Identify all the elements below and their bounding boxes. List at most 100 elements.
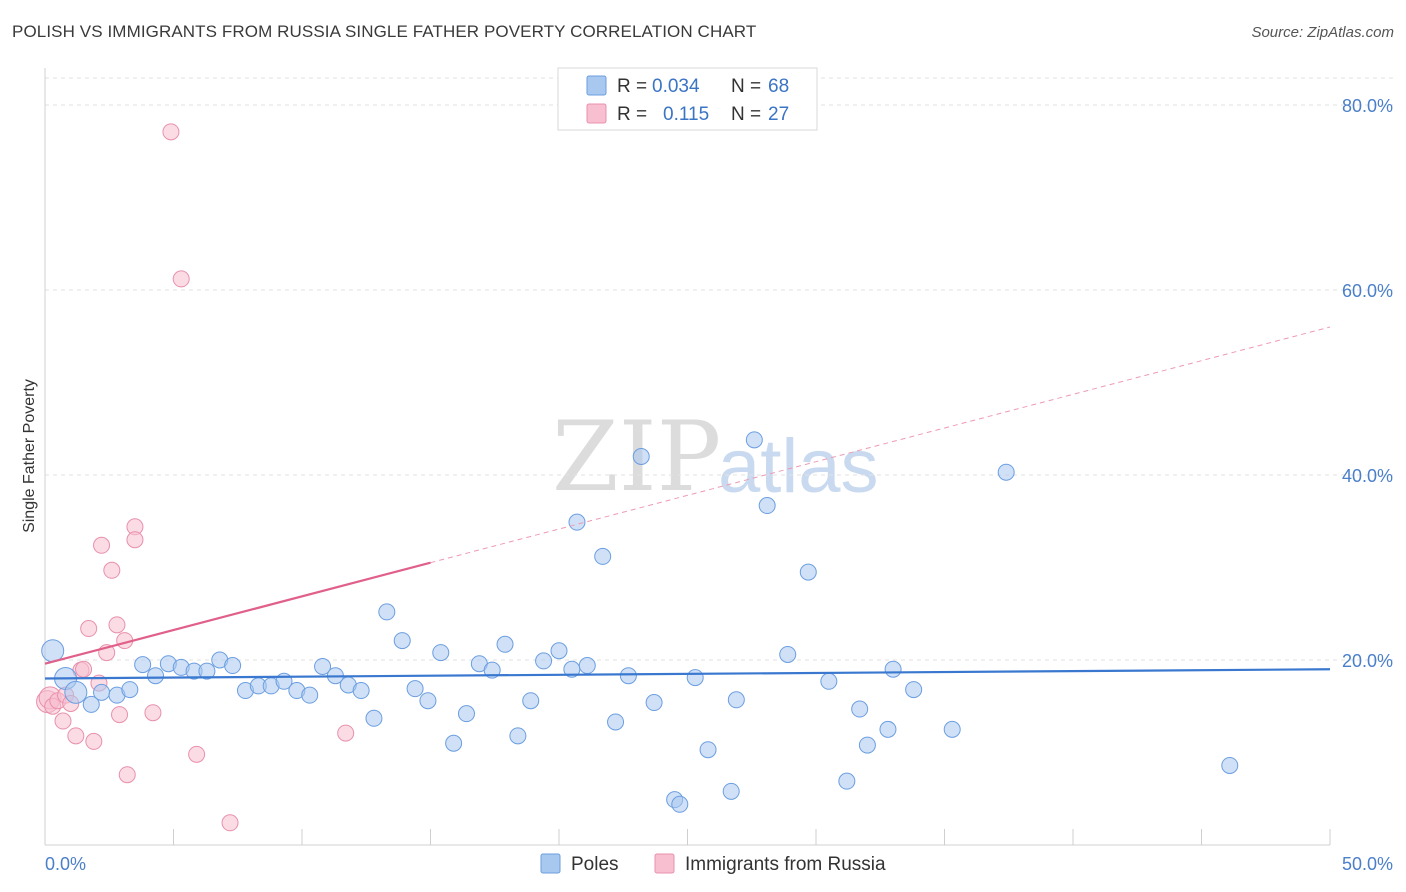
data-point-poles xyxy=(41,639,65,663)
trend-line-russia-dashed xyxy=(430,326,1331,564)
legend-n-label-russia: N = xyxy=(731,104,761,125)
data-point-poles xyxy=(799,563,817,581)
y-tick-label-60: 60.0% xyxy=(1342,281,1393,301)
data-point-poles xyxy=(594,547,612,565)
data-point-poles xyxy=(301,686,319,704)
data-point-russia xyxy=(103,561,121,579)
x-tick-label-max: 50.0% xyxy=(1342,854,1393,874)
data-point-poles xyxy=(858,736,876,754)
legend-box: R = 0.034 N = 68 R = 0.115 N = 27 xyxy=(557,67,818,131)
data-point-poles xyxy=(820,672,838,690)
data-point-russia xyxy=(221,814,239,832)
data-point-poles xyxy=(997,463,1015,481)
data-point-poles xyxy=(198,662,216,680)
data-point-poles xyxy=(568,513,586,531)
data-point-russia xyxy=(111,706,129,724)
bottom-legend: Poles Immigrants from Russia xyxy=(540,853,886,875)
trend-lines xyxy=(44,326,1331,680)
data-point-poles xyxy=(224,657,242,675)
legend-r-value-poles: 0.034 xyxy=(652,76,700,97)
bottom-legend-label-russia: Immigrants from Russia xyxy=(685,854,886,875)
source-credit: Source: ZipAtlas.com xyxy=(1251,24,1394,41)
y-tick-label-40: 40.0% xyxy=(1342,466,1393,486)
data-point-poles xyxy=(838,772,856,790)
series-poles xyxy=(41,431,1239,813)
y-axis-label: Single Father Poverty xyxy=(21,379,38,533)
legend-r-label-poles: R = xyxy=(617,76,647,97)
data-point-poles xyxy=(147,667,165,685)
data-point-poles xyxy=(722,782,740,800)
data-point-poles xyxy=(64,680,88,704)
series-immigrants-from-russia xyxy=(36,123,355,832)
data-point-poles xyxy=(82,695,100,713)
data-point-poles xyxy=(457,705,475,723)
legend-swatch-russia xyxy=(586,103,607,124)
y-tick-label-80: 80.0% xyxy=(1342,96,1393,116)
data-point-poles xyxy=(496,635,514,653)
data-point-poles xyxy=(578,657,596,675)
legend-swatch-poles xyxy=(586,75,607,96)
data-point-poles xyxy=(686,669,704,687)
data-point-poles xyxy=(699,741,717,759)
legend-n-label-poles: N = xyxy=(731,76,761,97)
data-point-poles xyxy=(445,734,463,752)
data-point-poles xyxy=(905,681,923,699)
data-point-russia xyxy=(80,620,98,638)
data-point-poles xyxy=(550,642,568,660)
data-point-poles xyxy=(406,680,424,698)
bottom-legend-swatch-poles xyxy=(540,853,561,874)
data-point-poles xyxy=(419,692,437,710)
data-point-russia xyxy=(126,531,144,549)
data-point-poles xyxy=(432,644,450,662)
chart-title: POLISH VS IMMIGRANTS FROM RUSSIA SINGLE … xyxy=(12,22,757,41)
data-point-poles xyxy=(851,700,869,718)
data-point-poles xyxy=(121,681,139,699)
data-point-poles xyxy=(779,645,797,663)
trend-line-poles xyxy=(44,668,1331,680)
y-tick-labels: 20.0% 40.0% 60.0% 80.0% xyxy=(1342,96,1393,671)
data-point-poles xyxy=(758,497,776,515)
data-point-poles xyxy=(632,448,650,465)
data-point-poles xyxy=(393,632,411,650)
data-point-poles xyxy=(879,720,897,738)
data-point-russia xyxy=(337,724,355,742)
data-point-poles xyxy=(93,683,111,701)
data-point-poles xyxy=(522,692,540,710)
data-point-poles xyxy=(352,682,370,700)
data-point-russia xyxy=(75,660,93,678)
data-point-poles xyxy=(1221,756,1239,774)
x-tick-label-min: 0.0% xyxy=(45,854,86,874)
data-point-poles xyxy=(671,795,689,813)
data-point-poles xyxy=(745,431,763,449)
data-point-poles xyxy=(607,713,625,731)
data-point-poles xyxy=(619,667,637,685)
y-tick-label-20: 20.0% xyxy=(1342,651,1393,671)
legend-n-value-poles: 68 xyxy=(768,76,789,97)
data-point-russia xyxy=(172,270,190,288)
x-ticks xyxy=(173,829,1331,845)
data-point-poles xyxy=(378,603,396,621)
gridlines xyxy=(45,77,1393,661)
data-point-poles xyxy=(943,720,961,738)
data-point-russia xyxy=(54,712,72,730)
bottom-legend-label-poles: Poles xyxy=(571,854,619,875)
bottom-legend-swatch-russia xyxy=(654,853,675,874)
data-point-russia xyxy=(188,745,206,763)
data-point-poles xyxy=(509,727,527,745)
data-point-russia xyxy=(93,536,111,554)
data-point-russia xyxy=(118,766,136,784)
data-point-poles xyxy=(314,657,332,675)
data-point-russia xyxy=(67,727,85,745)
data-point-russia xyxy=(162,123,180,141)
data-point-russia xyxy=(85,732,103,750)
data-point-russia xyxy=(144,704,162,722)
legend-n-value-russia: 27 xyxy=(768,104,789,125)
trend-line-russia-solid xyxy=(44,561,431,665)
data-point-poles xyxy=(535,652,553,670)
data-point-poles xyxy=(134,656,152,674)
data-point-poles xyxy=(645,694,663,712)
data-point-poles xyxy=(727,691,745,709)
data-point-russia xyxy=(108,616,126,634)
data-point-poles xyxy=(884,660,902,678)
